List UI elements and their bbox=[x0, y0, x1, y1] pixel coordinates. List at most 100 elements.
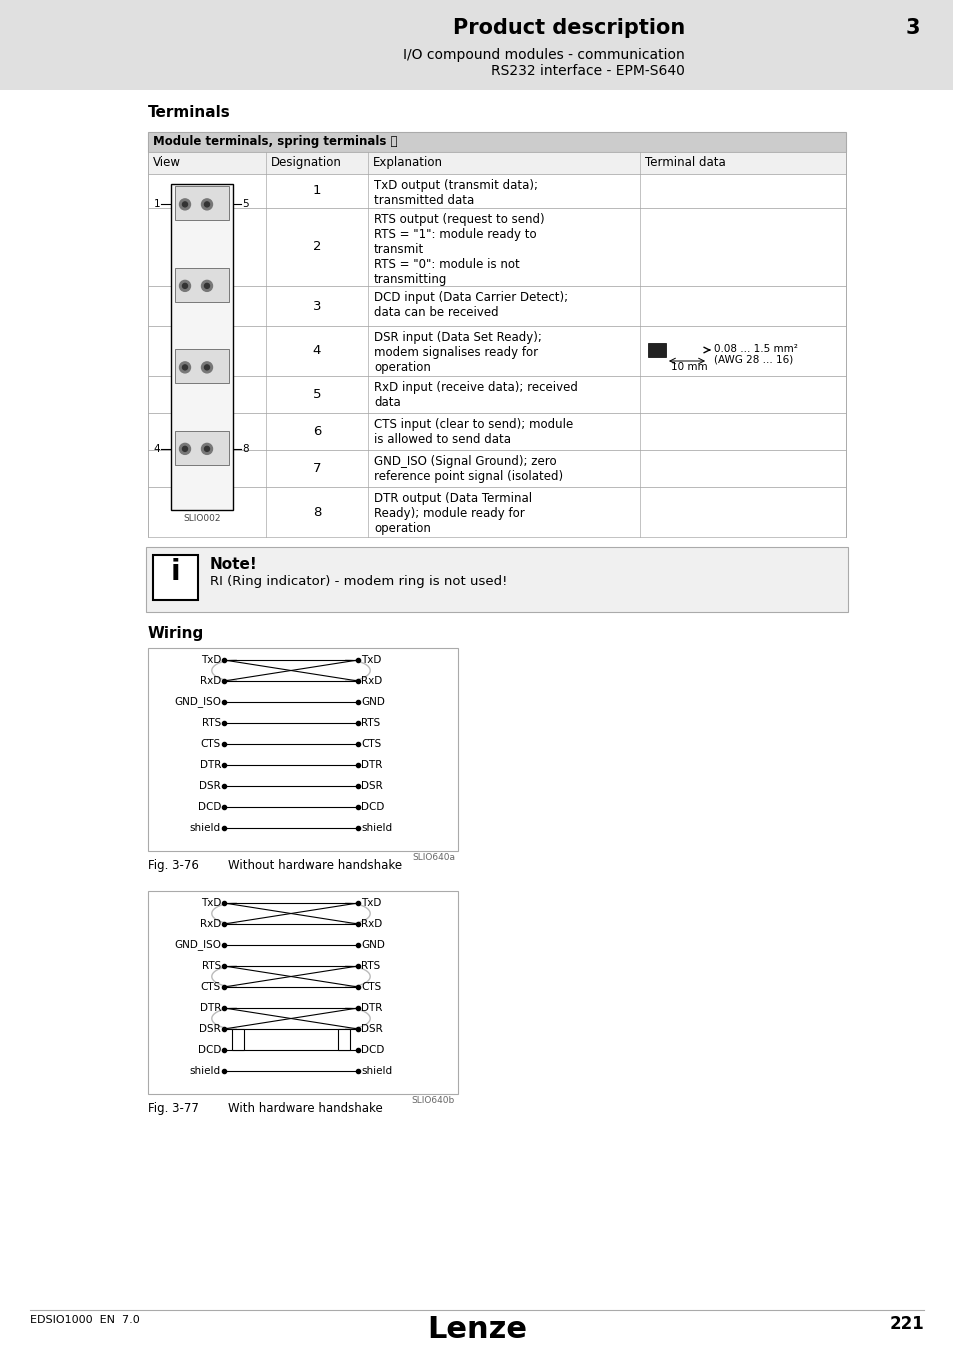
Text: DCD: DCD bbox=[197, 1045, 221, 1054]
Text: 4: 4 bbox=[313, 344, 321, 358]
Bar bbox=[171, 184, 233, 510]
Bar bbox=[174, 350, 229, 383]
Text: 2: 2 bbox=[313, 240, 321, 254]
Text: shield: shield bbox=[190, 824, 221, 833]
Circle shape bbox=[201, 281, 213, 292]
Bar bbox=[148, 413, 845, 450]
Text: TxD: TxD bbox=[360, 655, 381, 666]
Text: RS232 interface - EPM-S640: RS232 interface - EPM-S640 bbox=[491, 63, 684, 78]
Circle shape bbox=[182, 284, 188, 289]
Text: Designation: Designation bbox=[271, 157, 341, 169]
Text: 7: 7 bbox=[313, 462, 321, 475]
Bar bbox=[665, 343, 707, 356]
Text: Fig. 3-77: Fig. 3-77 bbox=[148, 1102, 198, 1115]
Text: GND: GND bbox=[360, 697, 384, 707]
Text: GND_ISO: GND_ISO bbox=[173, 697, 221, 707]
Text: 0.08 ... 1.5 mm²: 0.08 ... 1.5 mm² bbox=[713, 344, 797, 354]
Text: DCD: DCD bbox=[360, 1045, 384, 1054]
Text: DTR output (Data Terminal
Ready); module ready for
operation: DTR output (Data Terminal Ready); module… bbox=[374, 491, 532, 535]
Text: Without hardware handshake: Without hardware handshake bbox=[228, 859, 402, 872]
Circle shape bbox=[182, 364, 188, 370]
Text: DSR: DSR bbox=[360, 782, 382, 791]
Text: DTR: DTR bbox=[360, 760, 382, 770]
Text: 10 mm: 10 mm bbox=[670, 362, 707, 373]
Circle shape bbox=[204, 202, 210, 207]
Text: TxD: TxD bbox=[360, 898, 381, 909]
Text: i: i bbox=[171, 558, 180, 586]
Circle shape bbox=[179, 281, 191, 292]
Text: 4: 4 bbox=[153, 444, 160, 454]
Text: RTS: RTS bbox=[201, 961, 221, 971]
Text: 6: 6 bbox=[313, 425, 321, 437]
Circle shape bbox=[182, 447, 188, 451]
Text: DCD input (Data Carrier Detect);
data can be received: DCD input (Data Carrier Detect); data ca… bbox=[374, 292, 568, 319]
Text: DTR: DTR bbox=[199, 760, 221, 770]
Bar bbox=[174, 267, 229, 302]
Text: 8: 8 bbox=[242, 444, 249, 454]
Text: View: View bbox=[152, 157, 181, 169]
Text: 221: 221 bbox=[888, 1315, 923, 1332]
Text: RI (Ring indicator) - modem ring is not used!: RI (Ring indicator) - modem ring is not … bbox=[210, 575, 507, 589]
Circle shape bbox=[179, 198, 191, 209]
Text: CTS: CTS bbox=[200, 738, 221, 749]
Text: shield: shield bbox=[360, 1066, 392, 1076]
Bar bbox=[337, 1029, 350, 1050]
Bar bbox=[232, 1029, 244, 1050]
Circle shape bbox=[179, 443, 191, 455]
Circle shape bbox=[201, 362, 213, 373]
Text: RxD input (receive data); received
data: RxD input (receive data); received data bbox=[374, 381, 578, 409]
Text: Terminals: Terminals bbox=[148, 105, 231, 120]
Text: GND: GND bbox=[360, 940, 384, 950]
Bar bbox=[647, 343, 665, 356]
Text: With hardware handshake: With hardware handshake bbox=[228, 1102, 382, 1115]
Text: DSR: DSR bbox=[199, 1025, 221, 1034]
Circle shape bbox=[201, 198, 213, 209]
Text: (AWG 28 ... 16): (AWG 28 ... 16) bbox=[713, 355, 792, 364]
Text: TxD: TxD bbox=[200, 898, 221, 909]
Bar bbox=[148, 450, 845, 487]
Bar bbox=[174, 431, 229, 464]
Bar bbox=[148, 286, 845, 325]
Text: Lenze: Lenze bbox=[427, 1315, 526, 1345]
Text: Fig. 3-76: Fig. 3-76 bbox=[148, 859, 198, 872]
Bar bbox=[174, 186, 229, 220]
Text: CTS: CTS bbox=[360, 738, 381, 749]
Text: Explanation: Explanation bbox=[373, 157, 442, 169]
Text: RTS output (request to send)
RTS = "1": module ready to
transmit
RTS = "0": modu: RTS output (request to send) RTS = "1": … bbox=[374, 213, 544, 286]
Text: DSR input (Data Set Ready);
modem signalises ready for
operation: DSR input (Data Set Ready); modem signal… bbox=[374, 331, 541, 374]
Text: RTS: RTS bbox=[360, 961, 380, 971]
Text: SLIO640b: SLIO640b bbox=[412, 1096, 455, 1106]
Text: RxD: RxD bbox=[199, 919, 221, 929]
Bar bbox=[148, 208, 845, 286]
Text: Product description: Product description bbox=[453, 18, 684, 38]
Bar bbox=[152, 555, 198, 599]
Circle shape bbox=[204, 284, 210, 289]
Text: Module terminals, spring terminals Ⓑ: Module terminals, spring terminals Ⓑ bbox=[152, 135, 397, 148]
Text: GND_ISO (Signal Ground); zero
reference point signal (isolated): GND_ISO (Signal Ground); zero reference … bbox=[374, 455, 562, 483]
Circle shape bbox=[201, 443, 213, 455]
Text: DCD: DCD bbox=[360, 802, 384, 811]
Text: 3: 3 bbox=[904, 18, 919, 38]
Bar bbox=[146, 547, 847, 612]
Circle shape bbox=[204, 447, 210, 451]
Text: CTS: CTS bbox=[200, 981, 221, 992]
Bar bbox=[0, 0, 953, 90]
Text: shield: shield bbox=[190, 1066, 221, 1076]
Text: SLIO640a: SLIO640a bbox=[412, 853, 455, 863]
Text: 5: 5 bbox=[313, 387, 321, 401]
Bar bbox=[148, 153, 845, 174]
Text: I/O compound modules - communication: I/O compound modules - communication bbox=[403, 49, 684, 62]
Text: EDSIO1000  EN  7.0: EDSIO1000 EN 7.0 bbox=[30, 1315, 139, 1324]
Text: CTS: CTS bbox=[360, 981, 381, 992]
Text: Note!: Note! bbox=[210, 558, 257, 572]
Text: RxD: RxD bbox=[360, 676, 382, 686]
Circle shape bbox=[204, 364, 210, 370]
Text: TxD output (transmit data);
transmitted data: TxD output (transmit data); transmitted … bbox=[374, 180, 537, 207]
Bar bbox=[148, 377, 845, 413]
Bar bbox=[148, 487, 845, 537]
Text: DCD: DCD bbox=[197, 802, 221, 811]
Text: 8: 8 bbox=[313, 505, 321, 518]
Text: Wiring: Wiring bbox=[148, 626, 204, 641]
Text: shield: shield bbox=[360, 824, 392, 833]
Text: 1: 1 bbox=[313, 185, 321, 197]
